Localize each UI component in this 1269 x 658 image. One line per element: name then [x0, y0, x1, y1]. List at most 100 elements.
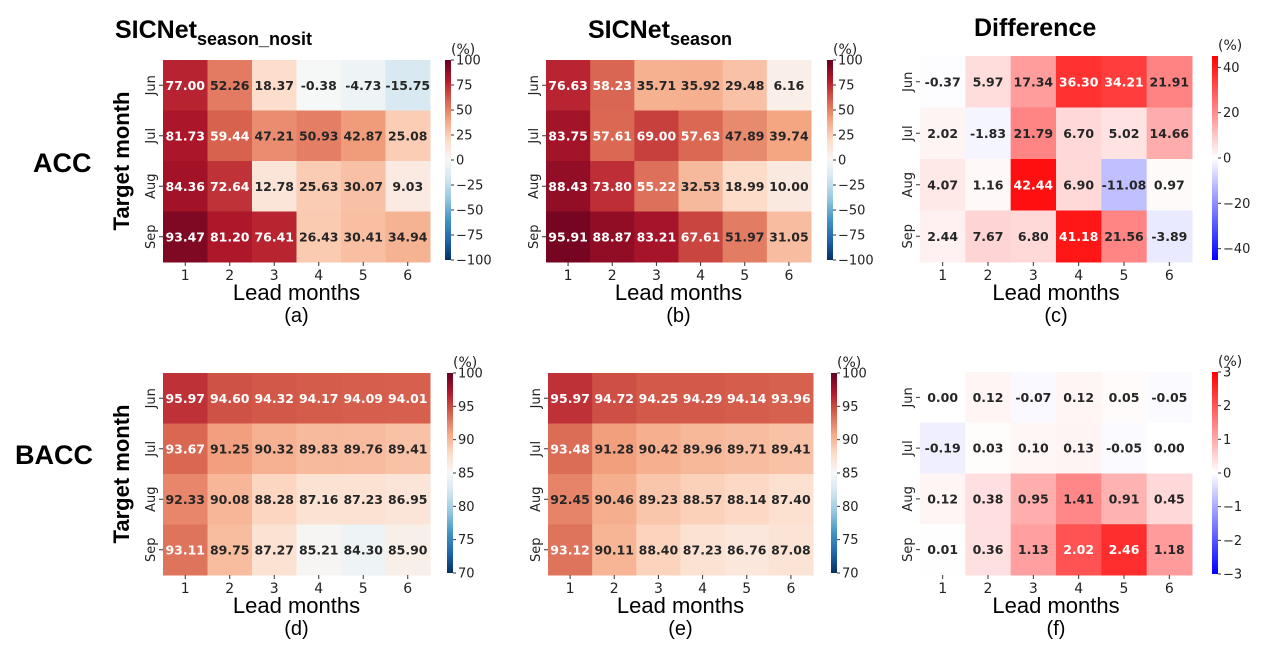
colorbar-tick-label: −75 [838, 229, 865, 244]
cell-value-label: 1.16 [973, 177, 1004, 192]
cell-value-label: 41.18 [1059, 229, 1099, 244]
cell-value-label: 2.02 [927, 126, 958, 141]
cell-value-label: 7.67 [973, 229, 1004, 244]
cell-value-label: 0.12 [973, 390, 1004, 405]
cell-value-label: 55.22 [637, 179, 677, 194]
panel-e: 95.97 94.72 94.25 94.29 94.14 93.96 93.48 91.28… [529, 355, 867, 640]
cell-value-label: 0.97 [1154, 177, 1185, 192]
colorbar-tick-label: 85 [458, 467, 475, 482]
heatmap-cell [1146, 56, 1193, 108]
heatmap-cell [1010, 56, 1057, 108]
heatmap-cell [1101, 107, 1148, 160]
y-tick-label: Jun [527, 75, 542, 96]
x-tick-label: 2 [225, 268, 234, 284]
heatmap-cell [965, 159, 1012, 211]
heatmap-cell [766, 60, 812, 111]
heatmap-cell [546, 110, 591, 162]
x-tick-label: 6 [403, 268, 412, 284]
heatmap-cell [592, 524, 637, 576]
colorbar-tick-label: 1 [1223, 433, 1231, 448]
heatmap-cell [1010, 210, 1057, 263]
heatmap-cell [252, 110, 297, 162]
heatmap-cell [163, 474, 208, 525]
colorbar-tick-label: 70 [458, 567, 475, 582]
cell-value-label: 73.80 [592, 179, 632, 194]
colorbar-tick-label: 50 [838, 104, 855, 119]
heatmap-cell [722, 161, 768, 212]
y-tick-label: Jul [527, 128, 542, 145]
heatmap-cell [296, 423, 342, 475]
heatmap-cell [163, 161, 208, 212]
cell-value-label: 0.01 [927, 542, 958, 557]
row-title-bacc: BACC [15, 440, 93, 470]
cell-value-label: 89.76 [343, 441, 383, 456]
heatmap-cell [385, 110, 431, 162]
cell-value-label: 0.95 [1018, 491, 1049, 506]
colorbar-tick-label: 75 [458, 533, 475, 548]
heatmap-cell [1056, 422, 1102, 474]
colorbar-tick-label: 0 [1223, 152, 1231, 167]
cell-value-label: 94.72 [594, 391, 634, 406]
cell-value-label: 0.38 [973, 491, 1004, 506]
cell-value-label: 0.12 [927, 491, 958, 506]
cell-value-label: 92.33 [165, 492, 205, 507]
cell-value-label: 89.41 [388, 441, 428, 456]
x-tick-label: 4 [696, 268, 705, 284]
heatmap-cell [590, 60, 635, 111]
heatmap-cell [722, 211, 768, 263]
heatmap-cell [548, 524, 593, 576]
colorbar-unit-label: (%) [833, 42, 857, 58]
heatmap-cell [385, 474, 431, 525]
heatmap-cell [1101, 372, 1148, 424]
colorbar [1212, 372, 1218, 574]
heatmap-cell [724, 423, 770, 475]
heatmap-cell [680, 524, 726, 576]
cell-value-label: 21.91 [1150, 74, 1190, 89]
colorbar-unit-label: (%) [1218, 354, 1242, 370]
colorbar-tick-label: −100 [838, 254, 874, 269]
heatmap-cell [1056, 210, 1102, 263]
cell-value-label: 35.71 [637, 78, 677, 93]
cell-value-label: 6.16 [773, 78, 804, 93]
colorbar-tick-label: 95 [842, 400, 859, 415]
heatmap-cell [296, 373, 342, 424]
cell-value-label: 18.37 [254, 78, 294, 93]
y-tick-label: Jun [529, 388, 544, 409]
cell-value-label: -0.37 [925, 74, 961, 89]
colorbar [447, 373, 453, 573]
heatmap-cell [590, 211, 635, 263]
colorbar-tick-label: 85 [842, 467, 859, 482]
cell-value-label: 83.75 [548, 128, 588, 143]
x-axis-label: Lead months [992, 593, 1119, 618]
cell-value-label: 88.43 [548, 179, 588, 194]
panel-caption: (f) [1047, 618, 1066, 640]
cell-value-label: 0.91 [1109, 491, 1140, 506]
heatmap-cell [1146, 473, 1193, 525]
x-tick-label: 3 [270, 268, 279, 284]
x-tick-label: 1 [938, 581, 947, 597]
heatmap-cell [385, 373, 431, 424]
cell-value-label: 2.44 [927, 229, 958, 244]
heatmap-cell [634, 110, 679, 162]
x-tick-label: 3 [270, 581, 279, 597]
cell-value-label: 95.91 [548, 229, 588, 244]
cell-value-label: 88.14 [727, 492, 767, 507]
cell-value-label: 21.79 [1014, 126, 1054, 141]
heatmap-cell [636, 373, 681, 424]
cell-value-label: 18.99 [725, 179, 765, 194]
panel-f: 0.00 0.12 -0.07 0.12 0.05 -0.05 -0.19 0.03 0.10 0… [901, 354, 1242, 640]
column-title-a: SICNetseason_nosit [115, 16, 312, 49]
cell-value-label: 50.93 [299, 128, 339, 143]
cell-value-label: 86.76 [727, 542, 767, 557]
colorbar-tick-label: −3 [1223, 568, 1242, 583]
panel-a: 77.00 52.26 18.37 -0.38 -4.73 -15.75 81.73 59.4… [144, 42, 492, 327]
heatmap-cell [1010, 372, 1057, 424]
x-tick-label: 5 [359, 268, 368, 284]
colorbar [827, 60, 833, 260]
heatmap-cell [1101, 422, 1148, 474]
cell-value-label: 0.13 [1063, 441, 1094, 456]
cell-value-label: 91.25 [210, 441, 250, 456]
cell-value-label: 34.94 [388, 229, 428, 244]
cell-value-label: 93.67 [165, 441, 205, 456]
y-tick-label: Jun [901, 387, 916, 408]
